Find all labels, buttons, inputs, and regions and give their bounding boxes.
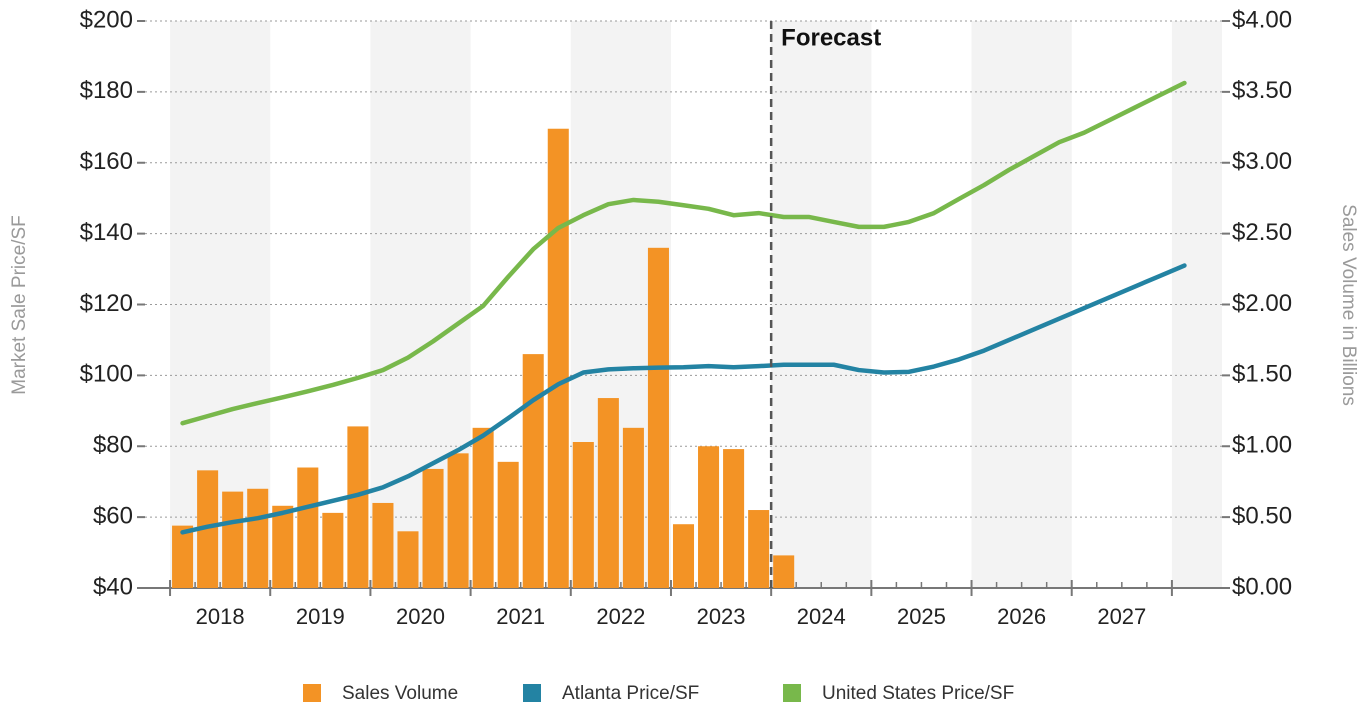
bar [773,555,795,588]
bar [647,247,669,589]
y2-tick-label: $1.00 [1232,432,1292,459]
bar [522,354,544,588]
x-tick-label: 2022 [596,604,645,629]
bar [497,461,519,588]
legend-label: United States Price/SF [822,683,1014,704]
legend-label: Sales Volume [342,683,458,704]
bar [347,426,369,588]
x-tick-label: 2018 [196,604,245,629]
y-tick-label: $100 [80,361,133,388]
x-tick-label: 2024 [797,604,846,629]
y2-tick-label: $2.50 [1232,219,1292,246]
bar [297,467,319,588]
y2-tick-label: $2.00 [1232,290,1292,317]
bar [422,468,444,588]
x-tick-label: 2020 [396,604,445,629]
legend-label: Atlanta Price/SF [562,683,699,704]
y-tick-label: $200 [80,6,133,33]
bar [672,524,695,588]
x-tick-label: 2025 [897,604,946,629]
bar [572,441,594,588]
y-tick-label: $40 [93,573,133,600]
bar [472,427,494,588]
y2-axis-title: Sales Volume in Billions [1338,204,1359,406]
bar [372,502,394,588]
y-tick-label: $180 [80,77,133,104]
y2-tick-label: $0.50 [1232,502,1292,529]
line [180,263,1187,535]
bar [397,531,419,588]
bar [748,510,770,588]
bar [222,491,244,588]
x-tick-label: 2019 [296,604,345,629]
y-tick-label: $120 [80,290,133,317]
y-tick-label: $60 [93,502,133,529]
y2-tick-label: $0.00 [1232,573,1292,600]
legend-swatch [523,684,541,702]
bar [272,505,294,588]
bar [172,525,194,588]
y-tick-label: $160 [80,148,133,175]
forecast-label: Forecast [781,24,881,51]
y2-tick-label: $3.00 [1232,148,1292,175]
y2-tick-label: $3.50 [1232,77,1292,104]
bar [447,453,469,588]
x-tick-label: 2026 [997,604,1046,629]
x-tick-label: 2021 [496,604,545,629]
bar [322,512,344,588]
bar [597,398,619,588]
y2-tick-label: $4.00 [1232,6,1292,33]
bar [247,488,269,588]
legend-swatch [303,684,321,702]
x-tick-label: 2027 [1097,604,1146,629]
bar [197,470,219,588]
x-tick-label: 2023 [697,604,746,629]
line [180,80,1187,426]
y-axis-title: Market Sale Price/SF [9,215,30,395]
bar [622,427,644,588]
bar [547,128,569,589]
y-tick-label: $80 [93,432,133,459]
y2-tick-label: $1.50 [1232,361,1292,388]
bar [698,446,720,588]
bar [723,449,745,588]
y-tick-label: $140 [80,219,133,246]
legend-swatch [783,684,801,702]
